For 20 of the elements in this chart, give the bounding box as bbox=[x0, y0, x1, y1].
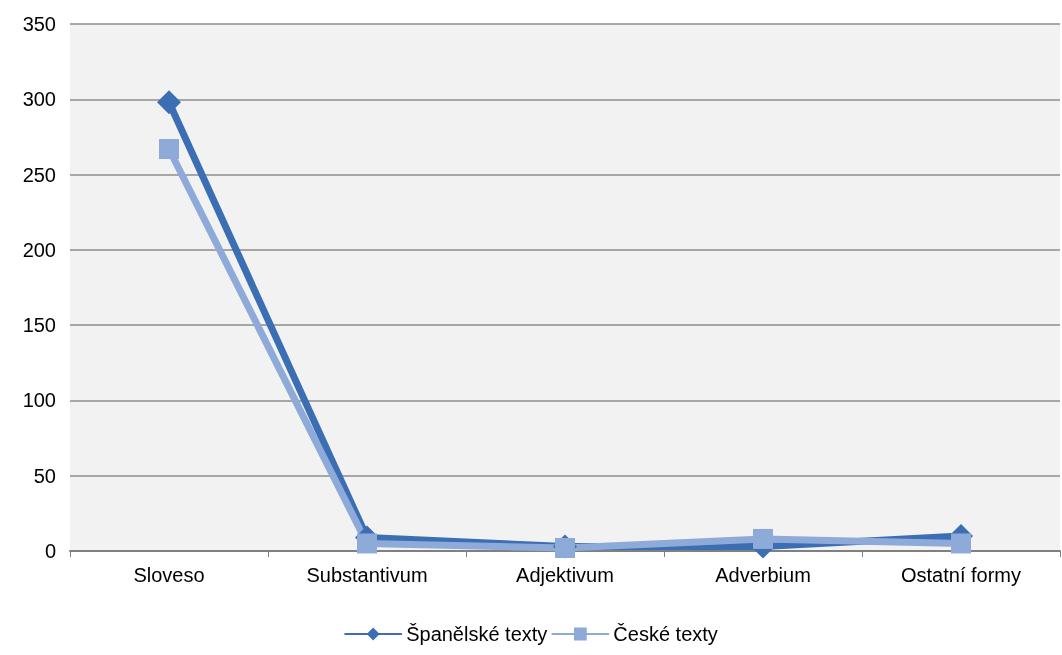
x-tick-label: Ostatní formy bbox=[900, 564, 1022, 586]
point bbox=[159, 138, 179, 159]
y-tick-label: 100 bbox=[22, 389, 56, 412]
legend-label: Španělské texty bbox=[406, 623, 548, 645]
y-tick-label: 350 bbox=[22, 13, 56, 35]
legend-label: České texty bbox=[613, 623, 718, 645]
y-tick-label: 150 bbox=[22, 314, 56, 337]
x-tick-label: Substantivum bbox=[306, 564, 428, 586]
y-tick-label: 50 bbox=[33, 464, 56, 487]
point bbox=[753, 528, 773, 549]
x-tick-label: Adverbium bbox=[715, 564, 811, 586]
point bbox=[951, 533, 971, 554]
y-tick-label: 200 bbox=[22, 238, 56, 261]
y-tick-label: 300 bbox=[22, 88, 56, 111]
point bbox=[357, 533, 377, 554]
y-tick-label: 0 bbox=[44, 540, 56, 562]
point bbox=[157, 90, 181, 115]
x-tick-label: Sloveso bbox=[133, 564, 205, 586]
x-tick-label: Adjektivum bbox=[516, 564, 614, 586]
y-tick-label: 250 bbox=[22, 163, 56, 186]
